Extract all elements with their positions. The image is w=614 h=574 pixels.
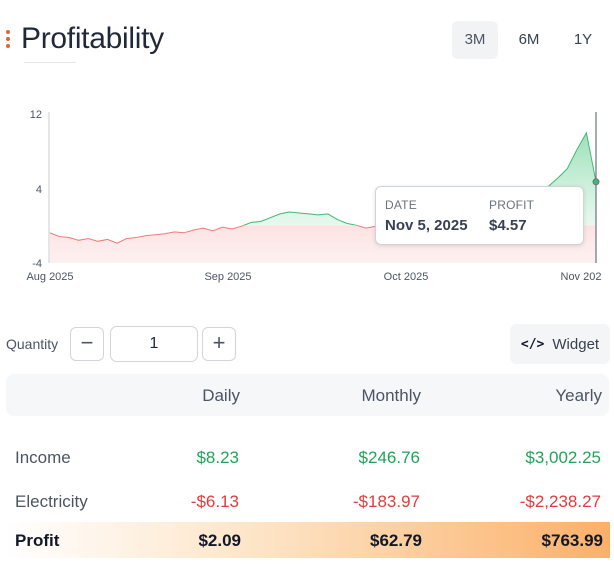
range-tab-1y[interactable]: 1Y — [573, 31, 593, 48]
profit-daily: $2.09 — [198, 531, 241, 550]
income-yearly: $3,002.25 — [525, 448, 601, 467]
y-tick-label: 4 — [36, 184, 42, 196]
range-tab-3m[interactable]: 3M — [452, 21, 498, 59]
page-title: Profitability — [21, 22, 164, 55]
row-label: Profit — [15, 531, 60, 550]
electricity-yearly: -$2,238.27 — [519, 492, 601, 511]
column-header-daily: Daily — [202, 386, 240, 405]
widget-button-label: Widget — [552, 335, 600, 353]
x-tick-label: Oct 2025 — [384, 271, 429, 283]
column-header-monthly: Monthly — [361, 386, 421, 405]
x-tick-label: Sep 2025 — [204, 271, 251, 283]
quantity-decrement-button[interactable]: − — [70, 327, 104, 361]
x-tick-label: Nov 202 — [561, 271, 602, 283]
quantity-input[interactable] — [110, 326, 198, 362]
range-tab-6m[interactable]: 6M — [518, 31, 540, 48]
electricity-monthly: -$183.97 — [352, 492, 420, 511]
tooltip-profit-value: $4.57 — [489, 217, 527, 234]
vertical-dots-icon[interactable] — [6, 30, 12, 52]
income-daily: $8.23 — [196, 448, 239, 467]
chart-tooltip: DATE Nov 5, 2025 PROFIT $4.57 — [375, 186, 584, 245]
header: Profitability 3M 6M 1Y — [0, 0, 614, 80]
series-line-negative — [49, 225, 488, 244]
y-tick-label: -4 — [32, 258, 42, 270]
profit-yearly: $763.99 — [541, 531, 603, 550]
tooltip-profit-label: PROFIT — [489, 198, 535, 212]
x-tick-label: Aug 2025 — [26, 271, 73, 283]
range-tabs: 3M 6M 1Y — [452, 21, 606, 59]
row-label: Electricity — [15, 492, 88, 511]
tooltip-date-label: DATE — [385, 198, 417, 212]
electricity-daily: -$6.13 — [190, 492, 239, 511]
tooltip-date-value: Nov 5, 2025 — [385, 217, 468, 234]
quantity-label: Quantity — [6, 336, 59, 352]
profit-monthly: $62.79 — [370, 531, 422, 550]
table-row-electricity: Electricity -$6.13 -$183.97 -$2,238.27 — [0, 483, 614, 519]
column-header-yearly: Yearly — [555, 386, 602, 405]
tooltip-profit: PROFIT $4.57 — [489, 198, 534, 234]
y-tick-label: 12 — [30, 109, 42, 121]
tooltip-date: DATE Nov 5, 2025 — [385, 198, 468, 234]
row-label: Income — [15, 448, 71, 467]
quantity-increment-button[interactable]: + — [202, 327, 236, 361]
table-header: Daily Monthly Yearly — [6, 374, 609, 416]
quantity-row: Quantity − + </> Widget — [0, 324, 614, 364]
table-row-income: Income $8.23 $246.76 $3,002.25 — [0, 439, 614, 475]
title-divider — [24, 62, 76, 63]
table-row-profit: Profit $2.09 $62.79 $763.99 — [6, 522, 610, 558]
hover-point — [592, 178, 600, 186]
income-monthly: $246.76 — [358, 448, 420, 467]
widget-button[interactable]: </> Widget — [510, 324, 610, 364]
code-icon: </> — [520, 336, 545, 352]
